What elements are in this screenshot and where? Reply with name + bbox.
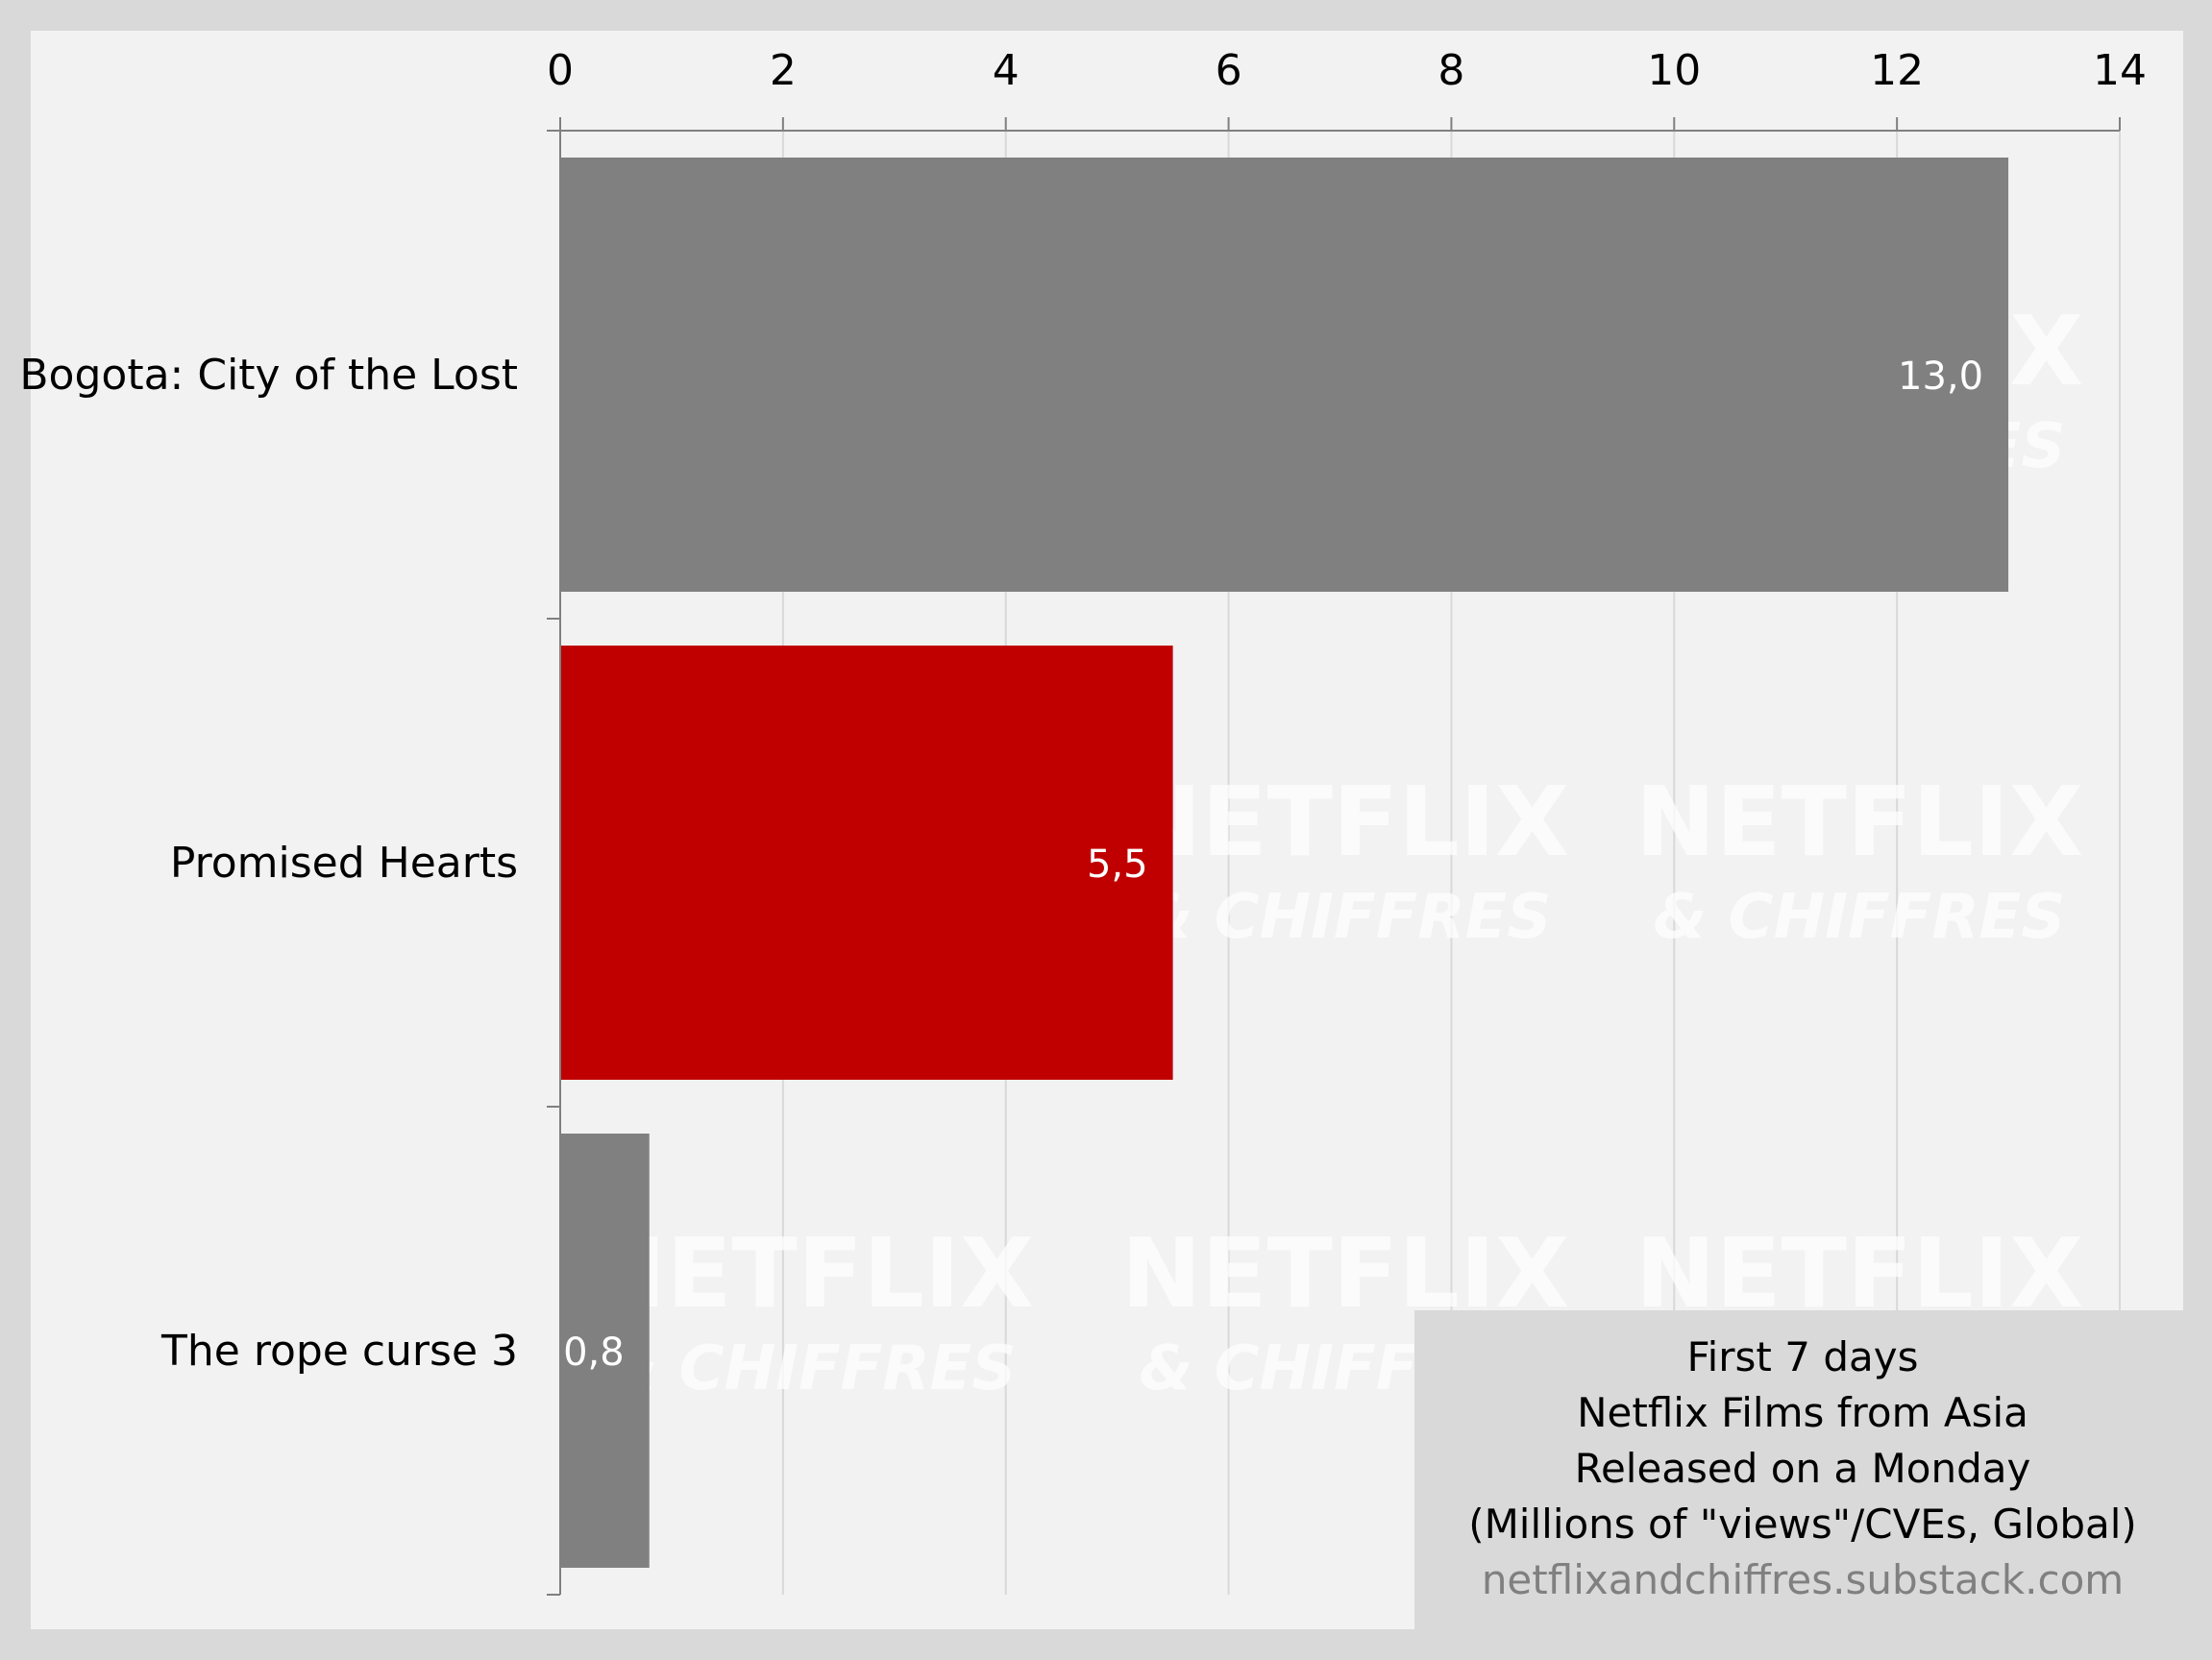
info-line-source: netflixandchiffres.substack.com bbox=[1481, 1556, 2125, 1603]
bar-2 bbox=[560, 646, 1173, 1080]
x-tick-label-4: 4 bbox=[993, 46, 1020, 95]
watermark-subtitle: & CHIFFRES bbox=[1140, 882, 1552, 953]
bars bbox=[560, 158, 2009, 1568]
x-tick-label-8: 8 bbox=[1438, 46, 1464, 95]
watermark-title: NETFLIX bbox=[1121, 766, 1570, 878]
axes bbox=[547, 117, 2121, 1596]
data-label-2: 5,5 bbox=[1087, 842, 1148, 887]
category-label-2: Promised Hearts bbox=[170, 839, 518, 888]
category-label-1: Bogota: City of the Lost bbox=[19, 351, 518, 400]
watermark-title: NETFLIX bbox=[586, 1217, 1035, 1330]
watermark-logo-3: NETFLIX& CHIFFRES bbox=[1635, 766, 2084, 953]
x-tick-label-10: 10 bbox=[1647, 46, 1701, 95]
info-line-period: First 7 days bbox=[1686, 1333, 1919, 1380]
data-label-1: 13,0 bbox=[1898, 354, 1983, 399]
x-tick-label-0: 0 bbox=[547, 46, 574, 95]
watermark-logo-2: NETFLIX& CHIFFRES bbox=[1121, 766, 1570, 953]
data-label-3: 0,8 bbox=[563, 1330, 625, 1375]
watermark-subtitle: & CHIFFRES bbox=[1654, 882, 2066, 953]
watermark-logo-4: NETFLIX& CHIFFRES bbox=[586, 1217, 1035, 1404]
chart-info-box: First 7 days Netflix Films from Asia Rel… bbox=[1414, 1310, 2191, 1629]
watermark-title: NETFLIX bbox=[1635, 766, 2084, 878]
info-line-category: Netflix Films from Asia bbox=[1577, 1389, 2028, 1436]
info-line-units: (Millions of "views"/CVEs, Global) bbox=[1468, 1501, 2137, 1548]
x-tick-label-12: 12 bbox=[1870, 46, 1924, 95]
bar-3 bbox=[560, 1134, 650, 1568]
x-tick-label-14: 14 bbox=[2093, 46, 2147, 95]
info-line-release: Released on a Monday bbox=[1574, 1445, 2031, 1492]
labels: 0 2 4 6 8 10 12 14 Bogota: City of the Lost 13,0 P… bbox=[19, 46, 2147, 1376]
bar-1 bbox=[560, 158, 2009, 592]
x-tick-label-6: 6 bbox=[1216, 46, 1242, 95]
category-label-3: The rope curse 3 bbox=[160, 1327, 518, 1376]
x-tick-label-2: 2 bbox=[770, 46, 797, 95]
watermark-subtitle: & CHIFFRES bbox=[604, 1333, 1017, 1404]
